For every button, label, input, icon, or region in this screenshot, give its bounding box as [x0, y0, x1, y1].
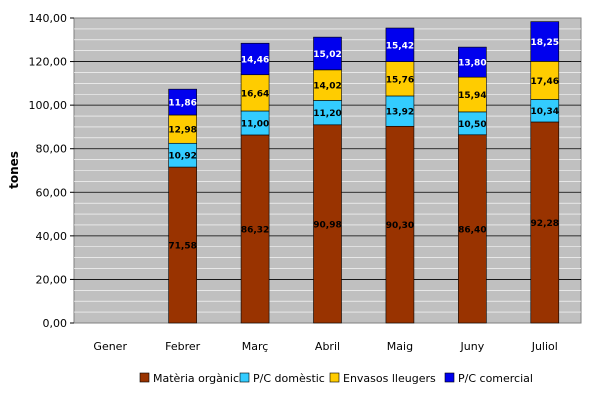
bar-segment [313, 36, 342, 71]
data-label: 11,20 [313, 109, 341, 119]
y-tick-label: 100,00 [29, 99, 68, 112]
legend-label: P/C comercial [458, 372, 533, 385]
data-label: 11,00 [241, 119, 269, 129]
y-tick-label: 0,00 [43, 317, 68, 330]
data-label: 13,92 [386, 108, 414, 118]
legend-swatch [239, 372, 250, 383]
legend-label: P/C domèstic [253, 372, 325, 385]
x-axis-categories: Gener Febrer Març Abril Maig Juny Juliol [93, 340, 557, 353]
category-label: Juliol [531, 340, 558, 353]
data-label: 90,98 [313, 220, 341, 230]
category-label: Maig [387, 340, 413, 353]
bar-segment [240, 42, 270, 76]
legend-swatch [444, 372, 455, 383]
category-label: Març [242, 340, 269, 353]
bar-segment [313, 69, 342, 101]
data-label: 15,02 [313, 50, 341, 60]
bar-segment [458, 46, 487, 78]
bar-segment [168, 88, 197, 116]
legend-label: Matèria orgànica [153, 372, 246, 385]
data-label: 10,50 [458, 120, 486, 130]
bar-segment [168, 166, 197, 324]
bars [168, 21, 560, 324]
y-tick-label: 20,00 [36, 273, 68, 286]
category-label: Abril [315, 340, 340, 353]
data-label: 90,30 [386, 221, 414, 231]
legend-swatch [139, 372, 150, 383]
bar-segment [240, 74, 270, 112]
bar-segment [313, 100, 342, 126]
data-labels: 71,58 10,92 12,98 11,86 86,32 11,00 16,64 14,46… [168, 38, 559, 252]
data-label: 16,64 [241, 89, 269, 99]
bar-segment [530, 61, 560, 100]
category-label: Febrer [165, 340, 201, 353]
data-label: 86,32 [241, 225, 269, 235]
y-tick-label: 120,00 [29, 56, 68, 69]
data-label: 15,42 [386, 41, 414, 51]
data-label: 13,80 [458, 59, 486, 69]
legend-label: Envasos lleugers [343, 372, 436, 385]
legend: Matèria orgànica P/C domèstic Envasos lleu… [139, 372, 533, 385]
data-label: 15,76 [386, 75, 414, 85]
data-label: 92,28 [531, 219, 559, 229]
data-label: 71,58 [168, 242, 196, 252]
data-label: 14,46 [241, 55, 269, 65]
bar-segment [530, 21, 560, 62]
bar-segment [385, 125, 415, 324]
data-label: 17,46 [531, 77, 559, 87]
bar-segment [458, 134, 487, 324]
bar-segment [530, 121, 560, 324]
y-tick-label: 80,00 [36, 143, 68, 156]
data-label: 12,98 [168, 126, 196, 136]
y-tick-label: 60,00 [36, 186, 68, 199]
bar-segment [240, 134, 270, 324]
data-label: 10,92 [168, 152, 196, 162]
y-axis-ticks: 0,00 20,00 40,00 60,00 80,00 100,00 120,00 140,… [29, 12, 74, 330]
data-label: 18,25 [531, 38, 559, 48]
data-label: 10,34 [531, 107, 559, 117]
legend-swatch [329, 372, 340, 383]
category-label: Juny [460, 340, 485, 353]
bar-segment [385, 95, 415, 127]
bar-segment [313, 124, 342, 324]
data-label: 14,02 [313, 82, 341, 92]
category-label: Gener [93, 340, 127, 353]
data-label: 86,40 [458, 225, 486, 235]
bar-segment [458, 76, 487, 113]
y-tick-label: 40,00 [36, 230, 68, 243]
data-label: 11,86 [168, 99, 196, 109]
y-tick-label: 140,00 [29, 12, 68, 25]
bar-segment [385, 61, 415, 97]
data-label: 15,94 [458, 91, 486, 101]
bar-segment [385, 27, 415, 62]
y-axis-label: tones [7, 151, 21, 189]
